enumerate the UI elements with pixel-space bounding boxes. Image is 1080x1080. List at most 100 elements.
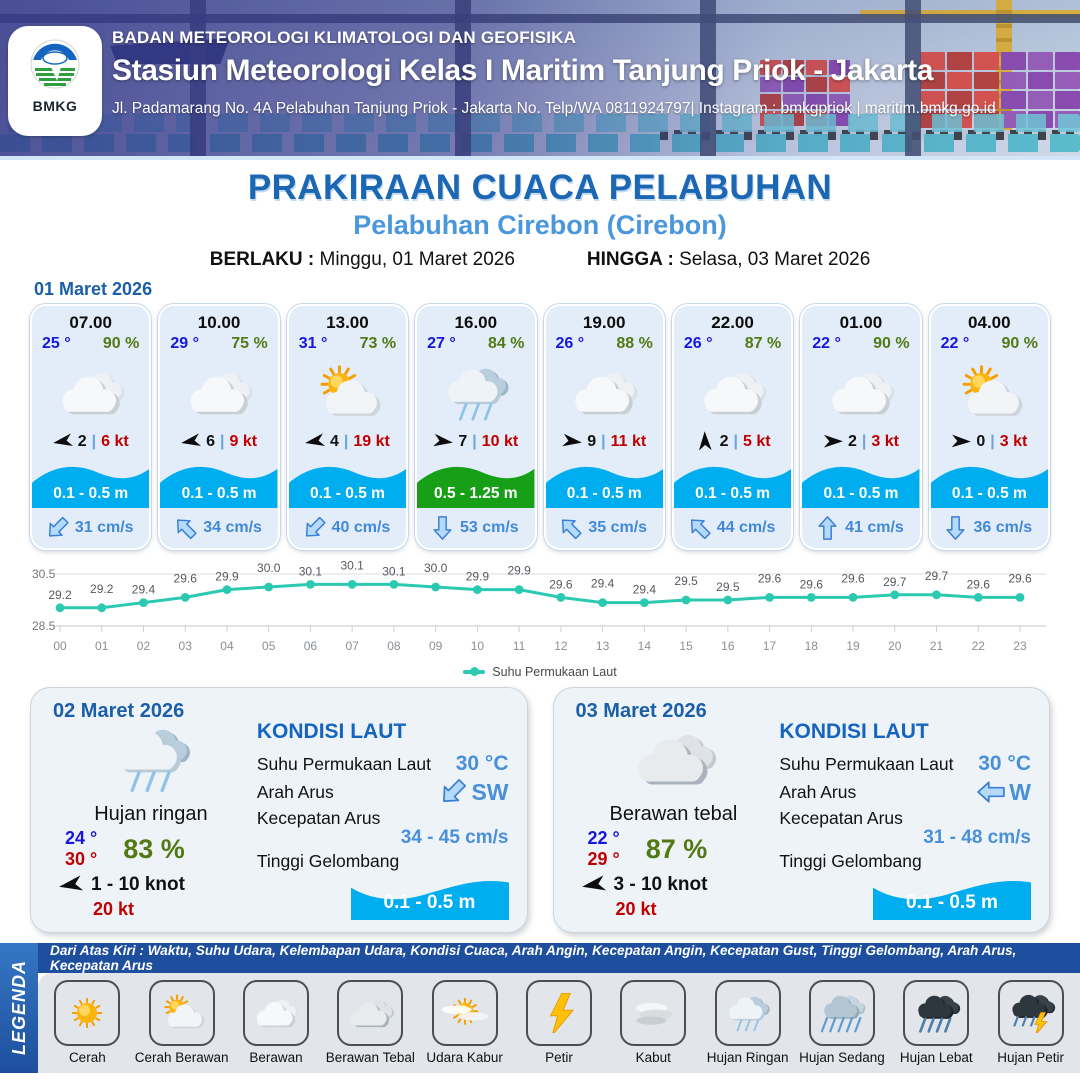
svg-text:29.6: 29.6 xyxy=(841,571,865,585)
sea-temp-chart: 30.5 28.5 29.2 00 29.2 01 29.4 02 29.6 03 29.9 04 30… xyxy=(32,558,1046,653)
wave-height: 0.1 - 0.5 m xyxy=(181,485,257,503)
legend-item: Cerah Berawan xyxy=(134,980,229,1065)
wind-direction-icon xyxy=(181,433,202,449)
separator: | xyxy=(733,432,738,450)
svg-text:03: 03 xyxy=(179,639,193,653)
legend-label: Hujan Petir xyxy=(997,1050,1064,1065)
svg-text:29.2: 29.2 xyxy=(90,582,114,596)
header-banner: BMKG BADAN METEOROLOGI KLIMATOLOGI DAN G… xyxy=(0,0,1080,160)
svg-text:18: 18 xyxy=(805,639,819,653)
svg-text:20: 20 xyxy=(888,639,902,653)
day-weather-icon xyxy=(576,723,772,801)
svg-text:29.6: 29.6 xyxy=(800,577,824,591)
current-speed: 40 cm/s xyxy=(331,519,391,537)
svg-text:28.5: 28.5 xyxy=(32,619,56,633)
wave-shape xyxy=(288,466,407,509)
svg-text:07: 07 xyxy=(345,639,359,653)
legend-item: Cerah xyxy=(42,980,132,1065)
day-weather-label: Hujan ringan xyxy=(94,803,208,825)
current-direction-icon xyxy=(561,516,583,540)
wave-height-value: 0.1 - 0.5 m xyxy=(906,892,998,913)
svg-text:19: 19 xyxy=(846,639,860,653)
petir-icon xyxy=(525,980,592,1046)
kecepatan-arus-value: 34 - 45 cm/s xyxy=(400,827,509,848)
svg-text:10: 10 xyxy=(471,639,485,653)
day-card: 02 Maret 2026 Hujan ringan 24 ° 30 ° 83 … xyxy=(30,687,528,933)
current-row: 35 cm/s xyxy=(546,508,663,548)
wind-speed: 2 xyxy=(77,432,87,450)
time-label: 16.00 xyxy=(454,313,498,332)
day-wind-range: 1 - 10 knot xyxy=(91,874,185,895)
sst-label: Suhu Permukaan Laut xyxy=(256,753,432,774)
current-speed: 41 cm/s xyxy=(845,519,904,537)
legend-label: Berawan xyxy=(249,1050,303,1065)
hujan-petir-icon xyxy=(997,980,1064,1046)
current-row: 53 cm/s xyxy=(417,508,534,548)
day-temp-min: 24 ° xyxy=(65,828,98,848)
legend-label: Cerah xyxy=(68,1050,106,1065)
svg-text:29.9: 29.9 xyxy=(466,570,490,584)
current-row: 41 cm/s xyxy=(802,508,919,548)
temperature: 22 ° xyxy=(812,335,841,352)
humidity: 75 % xyxy=(231,335,268,352)
hujan-lebat-icon xyxy=(903,980,970,1046)
sst-label: Suhu Permukaan Laut xyxy=(779,753,954,774)
weather-icon xyxy=(50,353,132,433)
time-label: 04.00 xyxy=(968,313,1011,332)
kondisi-laut-heading: KONDISI LAUT xyxy=(779,720,929,743)
svg-text:14: 14 xyxy=(638,639,652,653)
wind-direction-icon xyxy=(305,433,326,449)
separator: | xyxy=(601,432,606,450)
svg-text:30.1: 30.1 xyxy=(382,564,406,578)
legend-item: Udara Kabur xyxy=(420,980,510,1065)
day-temp-max: 29 ° xyxy=(587,849,620,869)
temperature: 25 ° xyxy=(42,335,71,352)
day-weather-icon xyxy=(53,723,249,801)
tinggi-gelombang-label: Tinggi Gelombang xyxy=(779,851,922,871)
wind-speed: 6 xyxy=(206,432,215,450)
cerah-berawan-icon xyxy=(148,980,215,1046)
svg-text:16: 16 xyxy=(721,639,735,653)
current-row: 40 cm/s xyxy=(289,508,406,548)
arah-arus-label: Arah Arus xyxy=(779,781,857,802)
humidity: 88 % xyxy=(616,335,653,352)
wave-height: 0.1 - 0.5 m xyxy=(823,485,899,503)
wind-gust: 11 kt xyxy=(610,432,647,450)
svg-text:29.7: 29.7 xyxy=(925,569,949,583)
current-direction-icon xyxy=(176,516,197,540)
humidity: 90 % xyxy=(102,335,140,352)
day-humidity: 83 % xyxy=(123,833,185,864)
wave-height-box: 0.1 - 0.5 m xyxy=(873,874,1031,920)
wind-speed: 0 xyxy=(976,432,986,450)
svg-text:29.4: 29.4 xyxy=(591,577,615,591)
legend-item: Hujan Ringan xyxy=(703,980,793,1065)
kecepatan-arus-label: Kecepatan Arus xyxy=(256,808,381,828)
temperature: 26 ° xyxy=(555,335,585,352)
day-weather-label: Berawan tebal xyxy=(609,803,738,825)
wind-speed: 9 xyxy=(587,432,597,450)
bmkg-logo-icon xyxy=(30,39,80,89)
forecast-cards-row: 07.00 25 ° 90 % 2 | 6 kt 0.1 - 0.5 m 31 … xyxy=(30,304,1050,550)
agency-name: BADAN METEOROLOGI KLIMATOLOGI DAN GEOFIS… xyxy=(112,28,577,47)
temperature: 27 ° xyxy=(427,335,456,352)
port-title: Pelabuhan Cirebon (Cirebon) xyxy=(353,210,727,240)
time-label: 07.00 xyxy=(69,313,112,332)
svg-text:09: 09 xyxy=(429,639,443,653)
temperature: 29 ° xyxy=(170,335,200,352)
arah-arus-value: SW xyxy=(471,778,509,805)
svg-text:04: 04 xyxy=(220,639,234,653)
wind-row: 6 | 9 kt xyxy=(181,433,257,451)
wind-gust: 3 kt xyxy=(999,432,1028,450)
day-gust: 20 kt xyxy=(93,899,135,919)
current-direction-icon xyxy=(818,516,837,540)
svg-text:29.5: 29.5 xyxy=(716,580,740,594)
validity-row: BERLAKU : Minggu, 01 Maret 2026 HINGGA :… xyxy=(0,249,1080,271)
current-direction-icon xyxy=(433,516,452,540)
current-direction-icon xyxy=(977,778,1006,806)
separator: | xyxy=(343,432,349,450)
legend-label: Cerah Berawan xyxy=(134,1050,229,1065)
svg-text:29.6: 29.6 xyxy=(174,571,198,585)
current-direction-icon xyxy=(48,516,69,540)
svg-text:13: 13 xyxy=(596,639,610,653)
wind-direction-icon xyxy=(581,875,606,893)
